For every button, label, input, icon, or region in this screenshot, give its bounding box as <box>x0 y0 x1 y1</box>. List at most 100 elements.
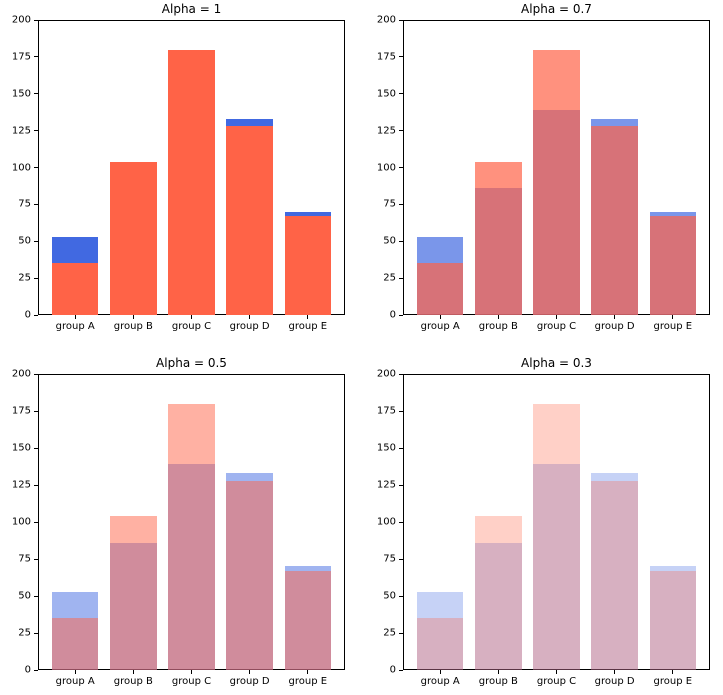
x-tick-label-group-b: group B <box>478 321 518 332</box>
x-tick-label-group-e: group E <box>653 321 693 332</box>
y-tick-mark <box>34 558 38 560</box>
y-tick-label: 50 <box>18 235 31 247</box>
bar-red-group-d <box>591 480 638 670</box>
bar-red-group-d <box>591 126 638 315</box>
y-tick-mark <box>34 240 38 242</box>
x-tick-label-group-a: group A <box>420 321 460 332</box>
y-tick-label: 0 <box>24 664 31 676</box>
y-tick-label: 25 <box>383 627 396 639</box>
bar-red-group-b <box>475 161 522 315</box>
y-tick-label: 25 <box>18 272 31 284</box>
bar-red-group-a <box>416 618 464 670</box>
y-tick-label: 100 <box>376 162 396 173</box>
bar-red-group-d <box>226 480 273 670</box>
y-tick-label: 25 <box>383 272 396 284</box>
x-tick-label-group-b: group B <box>113 321 153 332</box>
x-tick-mark <box>439 670 441 674</box>
bar-blue-group-a <box>416 591 464 670</box>
x-tick-mark <box>74 315 76 319</box>
plot-area <box>403 20 710 315</box>
y-tick-mark <box>34 56 38 58</box>
y-tick-mark <box>34 447 38 449</box>
y-tick-mark <box>34 314 38 316</box>
subplot-alpha-0-5: Alpha = 0.5 0 25 50 75 100 125 150 175 200 group A… <box>12 356 345 687</box>
y-tick-mark <box>399 632 403 634</box>
bar-red-group-c <box>533 49 580 315</box>
y-tick-mark <box>399 410 403 412</box>
plot-area <box>38 20 345 315</box>
y-tick-label: 0 <box>389 309 396 321</box>
y-tick-mark <box>399 373 403 375</box>
x-tick-mark <box>497 315 499 319</box>
y-tick-mark <box>34 130 38 132</box>
x-tick-mark <box>614 315 616 319</box>
y-tick-mark <box>399 56 403 58</box>
x-tick-mark <box>307 670 309 674</box>
x-tick-mark <box>191 315 192 319</box>
x-tick-label-group-a: group A <box>55 676 95 687</box>
x-tick-label-group-c: group C <box>536 321 577 332</box>
subplot-alpha-1: Alpha = 1 0 25 50 75 100 125 150 175 200 group A gr… <box>12 2 345 332</box>
y-tick-mark <box>399 130 403 132</box>
bar-red-group-e <box>649 216 697 315</box>
y-tick-label: 75 <box>383 198 396 210</box>
y-tick-label: 125 <box>11 125 31 137</box>
y-tick-mark <box>399 19 403 21</box>
y-tick-label: 100 <box>11 516 31 528</box>
chart-title: Alpha = 1 <box>161 2 222 16</box>
y-tick-mark <box>34 410 38 412</box>
y-tick-label: 125 <box>376 479 396 491</box>
y-tick-mark <box>34 203 38 205</box>
x-tick-label-group-e: group E <box>653 676 693 687</box>
y-tick-label: 175 <box>11 405 31 417</box>
y-tick-label: 125 <box>11 479 31 491</box>
x-tick-mark <box>249 670 251 674</box>
axes-frame <box>403 374 710 670</box>
y-tick-mark <box>399 203 403 205</box>
x-tick-mark <box>74 670 76 674</box>
plot-area <box>403 374 710 670</box>
y-tick-label: 50 <box>18 590 31 602</box>
y-tick-mark <box>399 240 403 242</box>
bar-red-group-a <box>51 618 99 670</box>
bar-red-group-b <box>110 516 157 670</box>
x-tick-mark <box>191 670 192 674</box>
plot-area <box>38 374 345 670</box>
subplot-alpha-0-3: Alpha = 0.3 0 25 50 75 100 125 150 175 200 group A… <box>377 356 710 687</box>
y-tick-mark <box>34 484 38 486</box>
y-tick-label: 0 <box>24 309 31 321</box>
bar-red-group-e <box>649 570 697 670</box>
y-tick-label: 175 <box>376 51 396 63</box>
y-tick-mark <box>399 277 403 279</box>
x-tick-mark <box>307 315 309 319</box>
y-tick-label: 200 <box>11 14 31 26</box>
x-tick-mark <box>672 315 674 319</box>
y-tick-label: 50 <box>383 235 396 247</box>
y-tick-label: 175 <box>376 405 396 417</box>
bar-blue-group-d <box>591 473 638 670</box>
y-tick-mark <box>34 632 38 634</box>
x-tick-mark <box>556 315 557 319</box>
y-tick-mark <box>34 669 38 671</box>
y-tick-label: 150 <box>376 88 396 100</box>
x-tick-label-group-b: group B <box>113 676 153 687</box>
y-tick-mark <box>399 558 403 560</box>
y-tick-label: 75 <box>18 553 31 565</box>
subplot-alpha-0-7: Alpha = 0.7 0 25 50 75 100 125 150 175 200 group A… <box>377 2 710 332</box>
y-tick-label: 200 <box>376 368 396 380</box>
y-tick-mark <box>34 521 38 523</box>
bar-red-group-d <box>226 126 273 315</box>
bar-red-group-c <box>168 403 215 670</box>
chart-title: Alpha = 0.3 <box>521 356 592 370</box>
x-tick-label-group-a: group A <box>55 321 95 332</box>
y-tick-mark <box>399 484 403 486</box>
y-tick-mark <box>399 167 403 168</box>
x-tick-mark <box>497 670 499 674</box>
y-tick-mark <box>399 314 403 316</box>
x-tick-mark <box>249 315 251 319</box>
x-tick-mark <box>614 670 616 674</box>
y-tick-label: 100 <box>11 162 31 173</box>
x-tick-label-group-d: group D <box>594 321 635 332</box>
bar-red-group-b <box>475 516 522 670</box>
